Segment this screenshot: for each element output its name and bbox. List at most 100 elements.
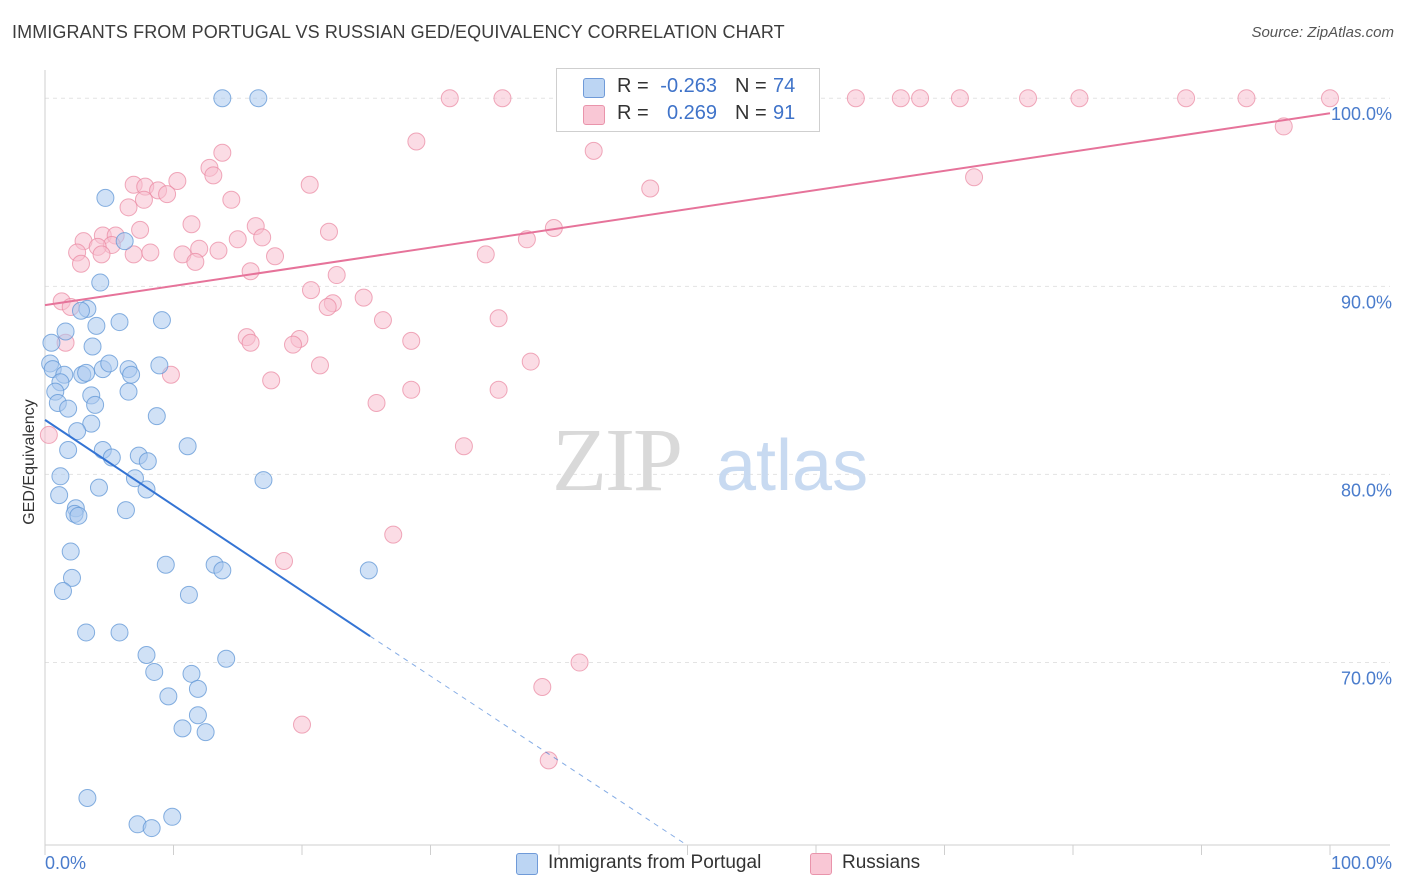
russians-point bbox=[533, 677, 552, 696]
russians-point bbox=[570, 653, 589, 672]
russians-point bbox=[539, 751, 558, 770]
portugal-point bbox=[91, 273, 110, 292]
y-tick-label: 80.0% bbox=[1341, 480, 1392, 500]
russians-point bbox=[454, 437, 473, 456]
portugal-point bbox=[61, 542, 80, 561]
russians-point bbox=[228, 230, 247, 249]
axes bbox=[44, 70, 1390, 855]
y-axis-label: GED/Equivalency bbox=[21, 399, 38, 524]
russians-point bbox=[1321, 89, 1339, 108]
russians-point bbox=[71, 254, 90, 273]
russians-point bbox=[301, 281, 320, 300]
portugal-point bbox=[59, 440, 78, 459]
portugal-point bbox=[96, 188, 115, 207]
russians-point bbox=[209, 241, 228, 260]
portugal-point bbox=[62, 568, 81, 587]
portugal-point bbox=[179, 585, 198, 604]
portugal-point bbox=[142, 819, 161, 838]
russians-point bbox=[354, 288, 373, 307]
stats-row-russians: R = 0.269 N = 91 bbox=[557, 100, 819, 128]
russians-point bbox=[204, 166, 223, 185]
portugal-point bbox=[77, 623, 96, 642]
portugal-point bbox=[116, 501, 135, 520]
russians-point bbox=[275, 551, 294, 570]
n-value-russians: 91 bbox=[773, 102, 796, 124]
portugal-point bbox=[77, 363, 96, 382]
russians-trend-line bbox=[44, 112, 1331, 307]
portugal-point bbox=[78, 788, 97, 807]
portugal-point bbox=[82, 414, 101, 433]
russians-point bbox=[284, 335, 303, 354]
portugal-point bbox=[254, 471, 273, 490]
portugal-point bbox=[68, 422, 87, 441]
russians-point bbox=[911, 89, 930, 108]
russians-point bbox=[266, 247, 285, 266]
russians-point bbox=[1019, 89, 1038, 108]
russians-point bbox=[517, 230, 536, 249]
russians-point bbox=[367, 393, 386, 412]
n-label: N = bbox=[735, 102, 767, 124]
russians-points bbox=[39, 89, 1339, 770]
russians-point bbox=[384, 525, 403, 544]
portugal-point bbox=[188, 706, 207, 725]
portugal-point bbox=[100, 354, 119, 373]
portugal-point bbox=[147, 407, 166, 426]
portugal-point bbox=[53, 582, 72, 601]
portugal-point bbox=[159, 687, 178, 706]
portugal-point bbox=[86, 395, 105, 414]
russians-point bbox=[241, 262, 260, 281]
stats-row-portugal: R = -0.263 N = 74 bbox=[557, 73, 819, 101]
russians-point bbox=[310, 356, 329, 375]
portugal-point bbox=[89, 478, 108, 497]
portugal-point bbox=[59, 399, 78, 418]
r-value-portugal: -0.263 bbox=[660, 75, 717, 97]
russians-point bbox=[950, 89, 969, 108]
russians-point bbox=[373, 311, 392, 330]
portugal-points bbox=[41, 89, 378, 838]
portugal-point bbox=[152, 311, 171, 330]
portugal-point bbox=[110, 313, 129, 332]
trend-lines bbox=[44, 112, 1331, 846]
russians-point bbox=[1274, 117, 1293, 136]
portugal-point bbox=[119, 382, 138, 401]
russians-point bbox=[965, 168, 984, 187]
russians-point bbox=[489, 309, 508, 328]
portugal-trend-line bbox=[44, 419, 371, 638]
russians-point bbox=[440, 89, 459, 108]
y-tick-label: 100.0% bbox=[1331, 104, 1392, 124]
chart-title: IMMIGRANTS FROM PORTUGAL VS RUSSIAN GED/… bbox=[12, 22, 785, 42]
portugal-point bbox=[51, 467, 70, 486]
russians-point bbox=[319, 222, 338, 241]
portugal-point bbox=[87, 316, 106, 335]
stats-legend: R = -0.263 N = 74 R = 0.269 N = 91 bbox=[556, 68, 820, 132]
russians-point bbox=[521, 352, 540, 371]
russians-point bbox=[131, 220, 150, 239]
russians-point bbox=[584, 141, 603, 160]
portugal-point bbox=[196, 723, 215, 742]
portugal-point bbox=[188, 679, 207, 698]
russians-point bbox=[407, 132, 426, 151]
y-tick-label: 90.0% bbox=[1341, 292, 1392, 312]
russians-point bbox=[1177, 89, 1196, 108]
portugal-point bbox=[213, 89, 232, 108]
russians-point bbox=[141, 243, 160, 262]
portugal-trend-extension bbox=[369, 635, 688, 846]
russians-point bbox=[213, 143, 232, 162]
russians-point bbox=[39, 425, 58, 444]
watermark: ZIP atlas bbox=[552, 411, 868, 510]
russians-point bbox=[168, 171, 187, 190]
portugal-swatch bbox=[583, 78, 605, 98]
grid-lines bbox=[45, 97, 1390, 664]
russians-point bbox=[92, 245, 111, 264]
y-tick-label: 70.0% bbox=[1341, 669, 1392, 689]
russians-point bbox=[300, 175, 319, 194]
russians-point bbox=[891, 89, 910, 108]
portugal-point bbox=[156, 555, 175, 574]
x-tick-label: 0.0% bbox=[45, 853, 86, 873]
russians-point bbox=[489, 380, 508, 399]
russians-point bbox=[493, 89, 512, 108]
russians-point bbox=[182, 215, 201, 234]
portugal-point bbox=[122, 365, 141, 384]
russians-point bbox=[327, 266, 346, 285]
